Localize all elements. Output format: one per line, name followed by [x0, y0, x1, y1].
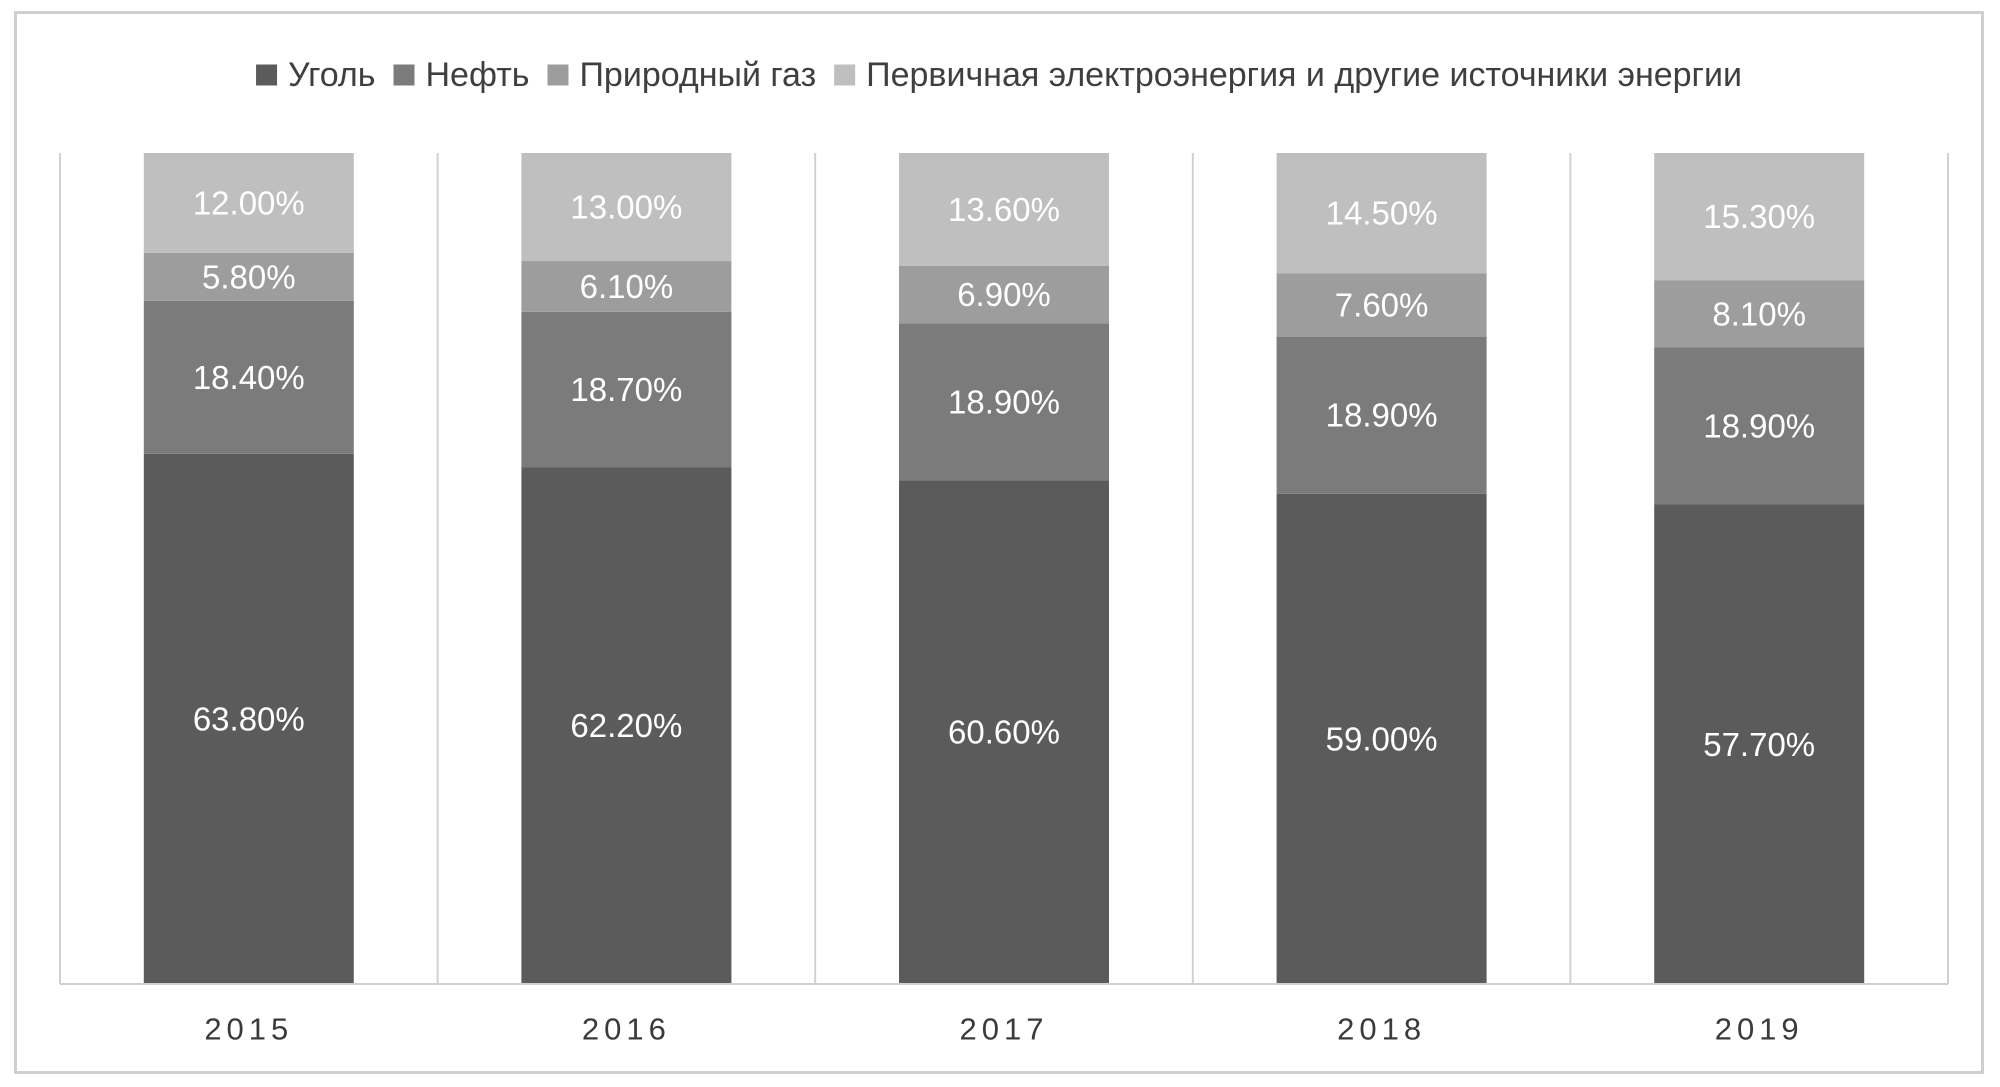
- stacked-bar-chart: Уголь Нефть Природный газ Первичная электро…: [59, 56, 1949, 1047]
- data-label: 13.00%: [570, 189, 682, 226]
- bar-segment: [1276, 336, 1487, 494]
- data-label: 8.10%: [1712, 295, 1806, 332]
- data-label: 15.30%: [1703, 198, 1815, 235]
- bar-segment: [899, 480, 1109, 984]
- data-label: 6.10%: [580, 268, 674, 305]
- data-label: 57.70%: [1703, 726, 1815, 763]
- bar-segment: [1276, 153, 1487, 274]
- data-label: 63.80%: [193, 700, 305, 737]
- legend-swatch: [256, 64, 278, 86]
- x-tick-label: 2015: [204, 1012, 293, 1047]
- bar-segment: [1654, 347, 1865, 505]
- data-label: 18.90%: [948, 383, 1060, 420]
- x-tick-label: 2017: [960, 1012, 1049, 1047]
- bar-segment: [899, 323, 1109, 481]
- bar-segment: [521, 153, 732, 262]
- legend: Уголь Нефть Природный газ Первичная электро…: [256, 56, 1742, 94]
- data-label: 18.90%: [1703, 407, 1815, 444]
- bar-series: [143, 153, 1865, 984]
- bar-segment: [143, 252, 354, 301]
- data-label: 18.70%: [570, 371, 682, 408]
- legend-swatch: [834, 64, 856, 86]
- x-tick-label: 2018: [1337, 1012, 1426, 1047]
- bar-segment: [521, 311, 732, 468]
- data-labels: 63.80% 18.40% 5.80% 12.00% 62.20% 18.70% 6.10%…: [193, 184, 1815, 762]
- chart-frame: Уголь Нефть Природный газ Первичная электро…: [14, 11, 1984, 1074]
- legend-label: Нефть: [426, 56, 530, 94]
- legend-label: Первичная электроэнергия и другие источн…: [866, 56, 1742, 94]
- data-label: 18.90%: [1326, 397, 1438, 434]
- data-label: 59.00%: [1326, 720, 1438, 757]
- bar-segment: [1276, 273, 1487, 337]
- data-label: 14.50%: [1326, 195, 1438, 232]
- data-label: 7.60%: [1335, 287, 1429, 324]
- bar-segment: [521, 261, 732, 312]
- bar-segment: [521, 467, 732, 984]
- bar-segment: [1654, 153, 1865, 281]
- data-label: 12.00%: [193, 184, 305, 221]
- bar-segment: [899, 266, 1109, 324]
- data-label: 62.20%: [570, 707, 682, 744]
- bar-segment: [1654, 504, 1865, 984]
- data-label: 60.60%: [948, 714, 1060, 751]
- data-label: 5.80%: [202, 258, 296, 295]
- x-tick-labels: 2015 2016 2017 2018 2019: [204, 1012, 1804, 1047]
- x-tick-label: 2019: [1715, 1012, 1804, 1047]
- legend-label: Уголь: [288, 56, 375, 94]
- bar-segment: [1276, 493, 1487, 984]
- bar-segment: [899, 153, 1109, 267]
- data-label: 6.90%: [957, 276, 1051, 313]
- legend-swatch: [393, 64, 415, 86]
- x-tick-label: 2016: [582, 1012, 671, 1047]
- bar-segment: [143, 300, 354, 454]
- category-separators: [59, 153, 1949, 984]
- bar-segment: [143, 153, 354, 253]
- legend-label: Природный газ: [579, 56, 816, 94]
- data-label: 13.60%: [948, 191, 1060, 228]
- legend-swatch: [547, 64, 569, 86]
- data-label: 18.40%: [193, 359, 305, 396]
- bar-segment: [1654, 280, 1865, 348]
- bar-segment: [143, 453, 354, 984]
